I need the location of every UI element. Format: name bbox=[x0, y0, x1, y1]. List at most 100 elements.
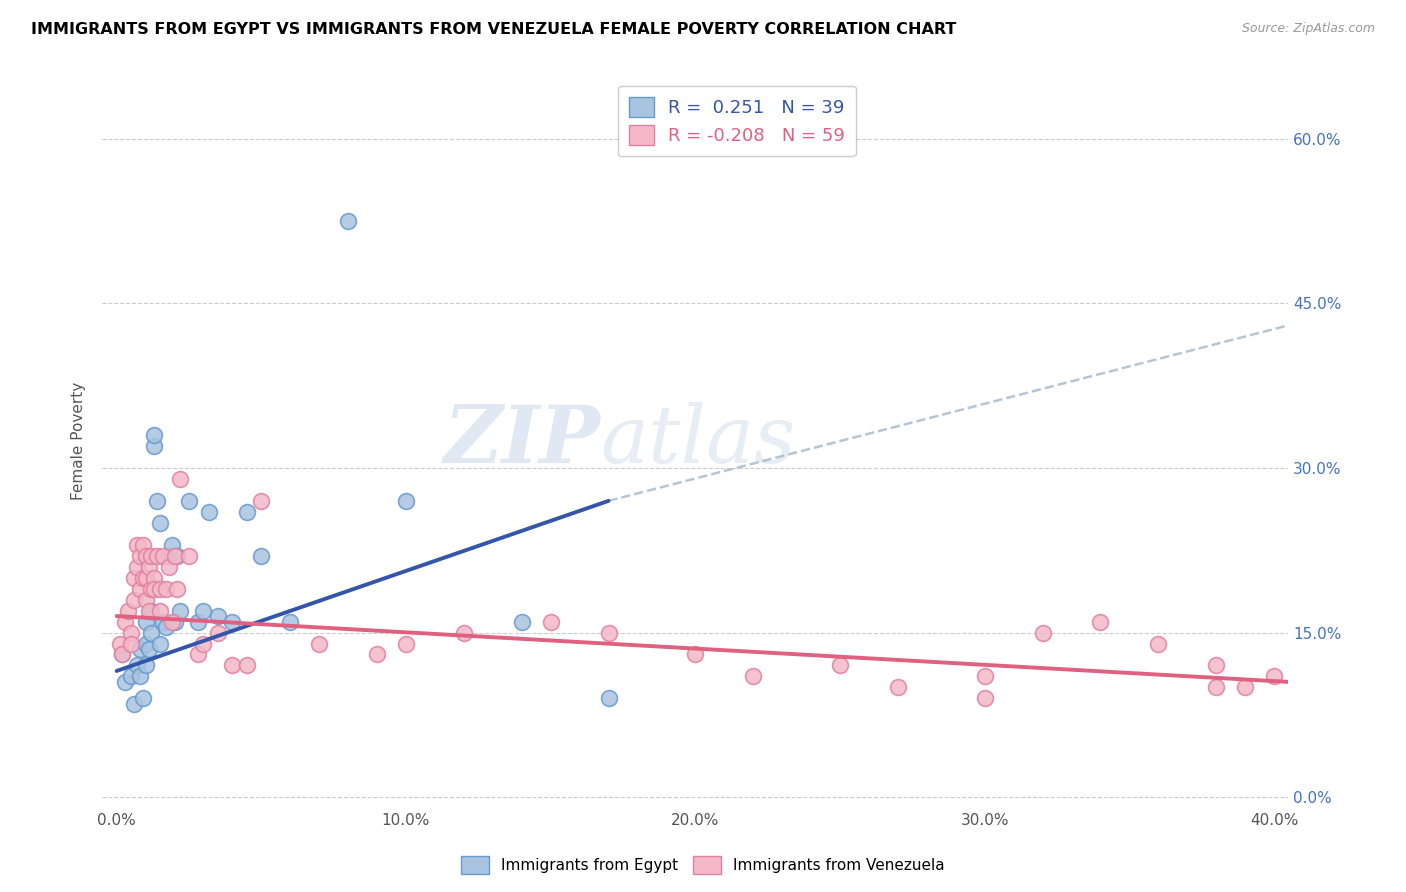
Point bbox=[250, 494, 273, 508]
Point bbox=[120, 625, 142, 640]
Point bbox=[1031, 625, 1053, 640]
Point bbox=[132, 691, 155, 706]
Point bbox=[125, 658, 148, 673]
Point bbox=[146, 549, 169, 563]
Point bbox=[166, 549, 188, 563]
Point bbox=[143, 428, 166, 442]
Point bbox=[395, 636, 418, 650]
Point bbox=[598, 691, 620, 706]
Point bbox=[250, 549, 273, 563]
Point bbox=[193, 636, 215, 650]
Point bbox=[135, 615, 157, 629]
Point bbox=[138, 642, 160, 657]
Point bbox=[163, 615, 186, 629]
Point bbox=[143, 582, 166, 596]
Point bbox=[125, 559, 148, 574]
Point bbox=[1205, 658, 1227, 673]
Point bbox=[149, 636, 172, 650]
Point bbox=[828, 658, 851, 673]
Point bbox=[160, 538, 183, 552]
Point bbox=[132, 538, 155, 552]
Point bbox=[1147, 636, 1170, 650]
Point bbox=[122, 697, 145, 711]
Point bbox=[453, 625, 475, 640]
Point bbox=[141, 582, 163, 596]
Point bbox=[114, 615, 136, 629]
Point bbox=[152, 549, 174, 563]
Point bbox=[149, 582, 172, 596]
Point bbox=[155, 582, 177, 596]
Point bbox=[160, 615, 183, 629]
Y-axis label: Female Poverty: Female Poverty bbox=[72, 382, 86, 500]
Point bbox=[157, 559, 180, 574]
Point bbox=[166, 582, 188, 596]
Point bbox=[122, 592, 145, 607]
Point bbox=[973, 669, 995, 683]
Text: IMMIGRANTS FROM EGYPT VS IMMIGRANTS FROM VENEZUELA FEMALE POVERTY CORRELATION CH: IMMIGRANTS FROM EGYPT VS IMMIGRANTS FROM… bbox=[31, 22, 956, 37]
Point bbox=[1090, 615, 1112, 629]
Point bbox=[146, 494, 169, 508]
Point bbox=[122, 571, 145, 585]
Point bbox=[111, 648, 134, 662]
Point bbox=[169, 604, 191, 618]
Point bbox=[149, 604, 172, 618]
Point bbox=[152, 615, 174, 629]
Point bbox=[308, 636, 330, 650]
Point bbox=[135, 571, 157, 585]
Point bbox=[1263, 669, 1285, 683]
Point bbox=[138, 604, 160, 618]
Point bbox=[114, 674, 136, 689]
Point bbox=[177, 494, 200, 508]
Point bbox=[1234, 681, 1257, 695]
Text: atlas: atlas bbox=[600, 401, 796, 479]
Text: ZIP: ZIP bbox=[443, 401, 600, 479]
Point bbox=[187, 615, 209, 629]
Point bbox=[169, 472, 191, 486]
Point bbox=[135, 592, 157, 607]
Point bbox=[163, 549, 186, 563]
Point bbox=[135, 636, 157, 650]
Point bbox=[128, 642, 150, 657]
Point bbox=[135, 549, 157, 563]
Point bbox=[120, 669, 142, 683]
Point bbox=[125, 538, 148, 552]
Point bbox=[111, 648, 134, 662]
Point bbox=[132, 571, 155, 585]
Point bbox=[187, 648, 209, 662]
Point bbox=[1205, 681, 1227, 695]
Point bbox=[141, 604, 163, 618]
Point bbox=[510, 615, 533, 629]
Text: Source: ZipAtlas.com: Source: ZipAtlas.com bbox=[1241, 22, 1375, 36]
Point bbox=[221, 658, 243, 673]
Point bbox=[395, 494, 418, 508]
Point bbox=[138, 559, 160, 574]
Point bbox=[193, 604, 215, 618]
Point bbox=[685, 648, 707, 662]
Point bbox=[108, 636, 131, 650]
Point bbox=[120, 636, 142, 650]
Point bbox=[157, 549, 180, 563]
Point bbox=[236, 658, 259, 673]
Point bbox=[128, 582, 150, 596]
Point bbox=[221, 615, 243, 629]
Point bbox=[177, 549, 200, 563]
Point bbox=[366, 648, 388, 662]
Point bbox=[207, 609, 229, 624]
Point bbox=[973, 691, 995, 706]
Point bbox=[143, 439, 166, 453]
Point bbox=[198, 505, 221, 519]
Point bbox=[207, 625, 229, 640]
Point bbox=[141, 549, 163, 563]
Legend: Immigrants from Egypt, Immigrants from Venezuela: Immigrants from Egypt, Immigrants from V… bbox=[456, 850, 950, 880]
Point bbox=[128, 669, 150, 683]
Point bbox=[149, 516, 172, 530]
Point bbox=[155, 620, 177, 634]
Point bbox=[141, 625, 163, 640]
Point bbox=[742, 669, 765, 683]
Point bbox=[143, 571, 166, 585]
Point bbox=[278, 615, 301, 629]
Point bbox=[128, 549, 150, 563]
Point bbox=[236, 505, 259, 519]
Point bbox=[337, 214, 360, 228]
Point bbox=[540, 615, 562, 629]
